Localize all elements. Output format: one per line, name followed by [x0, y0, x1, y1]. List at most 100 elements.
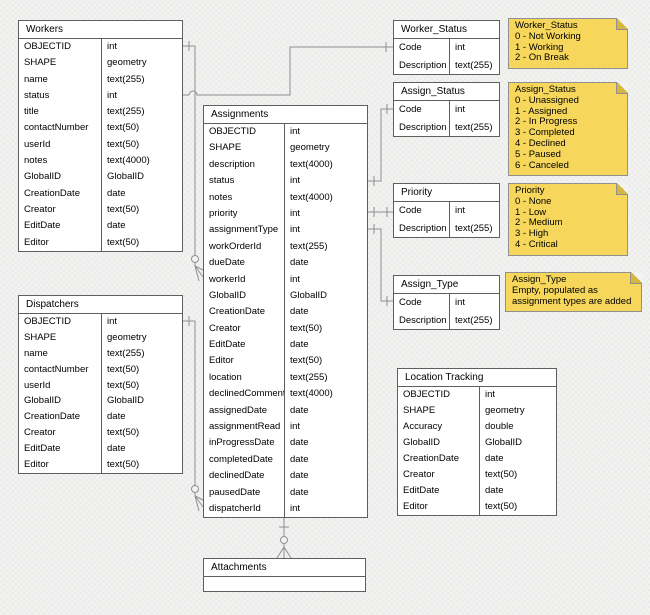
note-worker-status[interactable]: Worker_Status 0 - Not Working 1 - Working… [508, 18, 628, 70]
connector-workers-to-assignments[interactable] [183, 41, 204, 282]
field-name: workerId [209, 273, 246, 285]
connector-assignments-to-assign-status[interactable] [368, 104, 393, 186]
field-name: GlobalID [24, 395, 61, 407]
field-type: int [284, 419, 367, 436]
field-name: declinedDate [209, 470, 265, 482]
note-line: 0 - Unassigned [515, 94, 579, 106]
field-row: CreationDate date [204, 304, 367, 321]
field-type: date [284, 304, 367, 321]
field-name: Description [399, 314, 447, 326]
note-line: assignment types are added [512, 295, 632, 307]
field-row: Editor text(50) [204, 353, 367, 370]
field-type: int [284, 124, 367, 141]
connector-assignments-to-priority[interactable] [368, 207, 393, 217]
field-row: location text(255) [204, 369, 367, 387]
field-name: OBJECTID [24, 41, 71, 52]
field-name: CreationDate [24, 411, 80, 423]
table-fields: OBJECTID int SHAPE geometry description text(… [204, 124, 367, 518]
field-row: assignmentType int [204, 222, 367, 239]
note-line: 5 - Paused [515, 148, 561, 160]
connector-assignments-to-attachments[interactable] [276, 517, 292, 559]
field-row: name text(255) [19, 345, 182, 362]
field-row: assignedDate date [204, 402, 367, 420]
note-lines: 0 - Unassigned 1 - Assigned 2 - In Progres… [515, 94, 621, 172]
field-type: text(4000) [284, 189, 367, 206]
field-row: Creator text(50) [19, 425, 182, 442]
table-assignments[interactable]: Assignments OBJECTID int SHAPE geometry desc… [203, 105, 368, 519]
field-row: SHAPE geometry [19, 329, 182, 346]
field-type: date [284, 468, 367, 485]
field-row: GlobalID GlobalID [19, 169, 182, 186]
note-priority[interactable]: Priority 0 - None 1 - Low 2 - Medium 3 - Hi… [508, 183, 628, 256]
field-row: name text(255) [19, 71, 182, 88]
field-name: OBJECTID [24, 316, 71, 327]
field-type: int [284, 173, 367, 190]
connector-dispatchers-to-assignments[interactable] [183, 316, 204, 512]
field-type: date [479, 483, 556, 499]
table-fields [204, 577, 365, 591]
field-type: int [449, 294, 499, 312]
connector-workers-to-worker-status[interactable] [183, 42, 393, 96]
field-type: date [284, 435, 367, 452]
table-location-tracking[interactable]: Location Tracking OBJECTID int SHAPE geomet… [397, 368, 557, 516]
table-priority[interactable]: Priority Code int Description text(255) [393, 183, 500, 238]
table-attachments[interactable]: Attachments [203, 558, 366, 592]
note-lines: Empty, populated as assignment types are … [512, 284, 635, 308]
note-assign-type[interactable]: Assign_Type Empty, populated as assignmen… [505, 272, 642, 313]
field-row: dispatcherId int [204, 500, 367, 518]
field-name: Editor [24, 236, 49, 248]
field-row: status int [19, 87, 182, 105]
field-name: name [24, 73, 48, 85]
table-title: Workers [19, 21, 182, 39]
field-type: date [479, 451, 556, 467]
field-name: GlobalID [209, 289, 246, 301]
field-row: Creator text(50) [19, 201, 182, 219]
table-assign-status[interactable]: Assign_Status Code int Description text(255… [393, 82, 500, 137]
table-dispatchers[interactable]: Dispatchers OBJECTID int SHAPE geometry name… [18, 295, 183, 474]
field-type: text(4000) [101, 153, 182, 170]
field-name: userId [24, 379, 51, 391]
field-row: Creator text(50) [398, 467, 556, 483]
note-fold-icon [616, 183, 628, 195]
note-line: Empty, populated as [512, 284, 598, 296]
field-row: CreationDate date [19, 185, 182, 202]
field-type: text(50) [101, 425, 182, 442]
field-name: Editor [209, 355, 234, 367]
field-name: assignmentRead [209, 421, 281, 433]
field-name: SHAPE [209, 142, 242, 154]
table-worker-status[interactable]: Worker_Status Code int Description text(255… [393, 20, 500, 75]
field-name: CreationDate [209, 306, 265, 318]
field-row: description text(4000) [204, 156, 367, 174]
field-name: OBJECTID [209, 126, 256, 137]
field-type: text(50) [101, 234, 182, 251]
field-row: dueDate date [204, 255, 367, 272]
field-name: Description [399, 222, 447, 234]
field-row: assignmentRead int [204, 419, 367, 436]
field-row: completedDate date [204, 451, 367, 469]
note-lines: 0 - Not Working 1 - Working 2 - On Break [515, 31, 621, 64]
table-title: Assignments [204, 106, 367, 124]
connector-assignments-to-assign-type[interactable] [368, 224, 393, 306]
note-assign-status[interactable]: Assign_Status 0 - Unassigned 1 - Assigned… [508, 82, 628, 177]
field-row: Editor text(50) [19, 234, 182, 251]
table-fields: Code int Description text(255) [394, 294, 499, 329]
note-title: Priority [515, 185, 545, 196]
field-row: Description text(255) [394, 219, 499, 237]
field-row: notes text(4000) [19, 153, 182, 170]
field-row: Code int [394, 39, 499, 57]
field-row: OBJECTID int [19, 39, 182, 56]
field-type: text(255) [284, 238, 367, 256]
field-name: EditDate [403, 485, 440, 496]
note-line: 4 - Declined [515, 137, 566, 149]
field-name: contactNumber [24, 363, 89, 375]
field-name: Creator [24, 427, 56, 439]
note-line: 2 - On Break [515, 52, 569, 64]
field-type: text(255) [449, 219, 499, 237]
field-name: location [209, 371, 242, 383]
field-row: Description text(255) [394, 118, 499, 136]
table-assign-type[interactable]: Assign_Type Code int Description text(255) [393, 275, 500, 330]
table-workers[interactable]: Workers OBJECTID int SHAPE geometry name text… [18, 20, 183, 252]
field-row: Editor text(50) [398, 499, 556, 515]
